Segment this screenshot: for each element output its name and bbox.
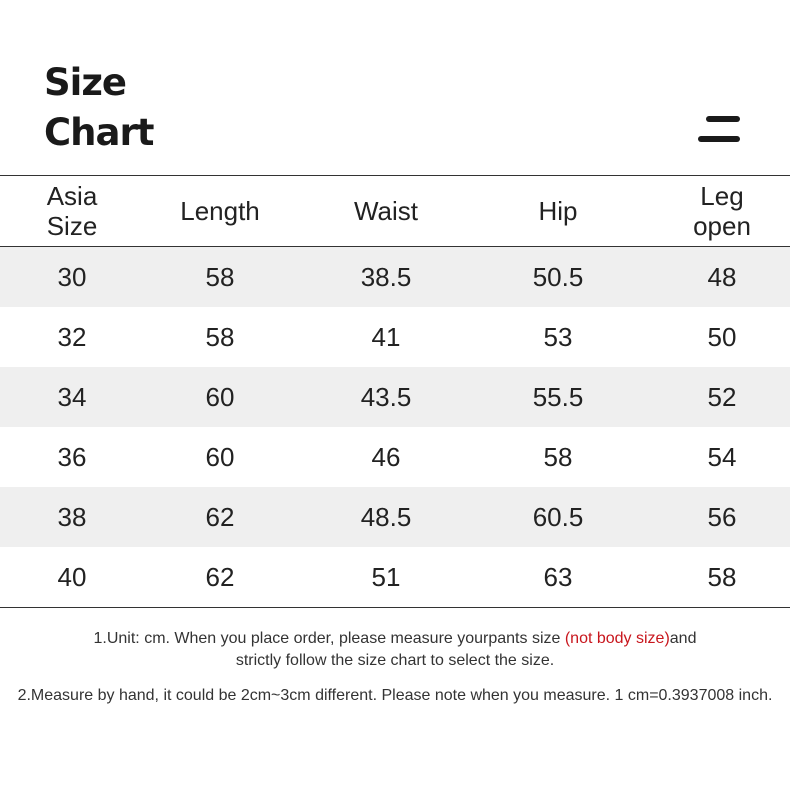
title-line-2: Chart bbox=[44, 111, 154, 154]
cell-hip: 60.5 bbox=[532, 502, 584, 532]
table-row: 32 58 41 53 50 bbox=[0, 307, 790, 367]
table-row: 34 60 43.5 55.5 52 bbox=[0, 367, 790, 427]
cell-leg-open: 50 bbox=[707, 322, 737, 352]
table-row: 38 62 48.5 60.5 56 bbox=[0, 487, 790, 547]
title-line-1: Size bbox=[44, 61, 127, 104]
cell-asia-size: 40 bbox=[57, 562, 87, 592]
header-asia-size: Asia Size bbox=[46, 181, 98, 241]
note-unit-text: 1.Unit: cm. When you place order, please… bbox=[93, 630, 565, 647]
size-table: Asia Size Length Waist Hip Leg open 30 58 … bbox=[0, 175, 790, 608]
table-row: 36 60 46 58 54 bbox=[0, 427, 790, 487]
cell-waist: 51 bbox=[371, 562, 401, 592]
cell-asia-size: 34 bbox=[57, 382, 87, 412]
cell-waist: 46 bbox=[371, 442, 401, 472]
cell-asia-size: 38 bbox=[57, 502, 87, 532]
cell-leg-open: 52 bbox=[707, 382, 737, 412]
menu-icon-bar-bottom bbox=[698, 136, 740, 142]
cell-hip: 50.5 bbox=[532, 262, 584, 292]
cell-waist: 41 bbox=[371, 322, 401, 352]
header-waist: Waist bbox=[353, 196, 419, 226]
cell-leg-open: 58 bbox=[707, 562, 737, 592]
cell-hip: 53 bbox=[543, 322, 573, 352]
header-hip: Hip bbox=[538, 196, 578, 226]
menu-icon-bar-top bbox=[706, 116, 740, 122]
cell-length: 58 bbox=[205, 322, 235, 352]
cell-waist: 38.5 bbox=[360, 262, 412, 292]
note-unit: 1.Unit: cm. When you place order, please… bbox=[0, 628, 790, 672]
cell-waist: 48.5 bbox=[360, 502, 412, 532]
cell-length: 58 bbox=[205, 262, 235, 292]
cell-leg-open: 54 bbox=[707, 442, 737, 472]
cell-hip: 55.5 bbox=[532, 382, 584, 412]
cell-asia-size: 30 bbox=[57, 262, 87, 292]
cell-length: 62 bbox=[205, 502, 235, 532]
note-unit-line-2: strictly follow the size chart to select… bbox=[235, 652, 555, 669]
cell-hip: 63 bbox=[543, 562, 573, 592]
table-header-row: Asia Size Length Waist Hip Leg open bbox=[0, 175, 790, 247]
cell-waist: 43.5 bbox=[360, 382, 412, 412]
cell-asia-size: 32 bbox=[57, 322, 87, 352]
cell-length: 60 bbox=[205, 442, 235, 472]
cell-leg-open: 56 bbox=[707, 502, 737, 532]
cell-length: 62 bbox=[205, 562, 235, 592]
cell-leg-open: 48 bbox=[707, 262, 737, 292]
note-unit-text-end: and bbox=[669, 630, 697, 647]
note-unit-highlight: (not body size) bbox=[564, 630, 670, 647]
cell-hip: 58 bbox=[543, 442, 573, 472]
header-leg-open: Leg open bbox=[693, 181, 751, 241]
page-title: Size Chart bbox=[44, 58, 154, 158]
note-measure: 2.Measure by hand, it could be 2cm~3cm d… bbox=[17, 687, 773, 704]
cell-length: 60 bbox=[205, 382, 235, 412]
notes: 1.Unit: cm. When you place order, please… bbox=[0, 628, 790, 707]
cell-asia-size: 36 bbox=[57, 442, 87, 472]
table-row: 30 58 38.5 50.5 48 bbox=[0, 247, 790, 307]
header-length: Length bbox=[180, 196, 260, 226]
menu-icon[interactable] bbox=[698, 116, 740, 144]
table-row: 40 62 51 63 58 bbox=[0, 547, 790, 608]
